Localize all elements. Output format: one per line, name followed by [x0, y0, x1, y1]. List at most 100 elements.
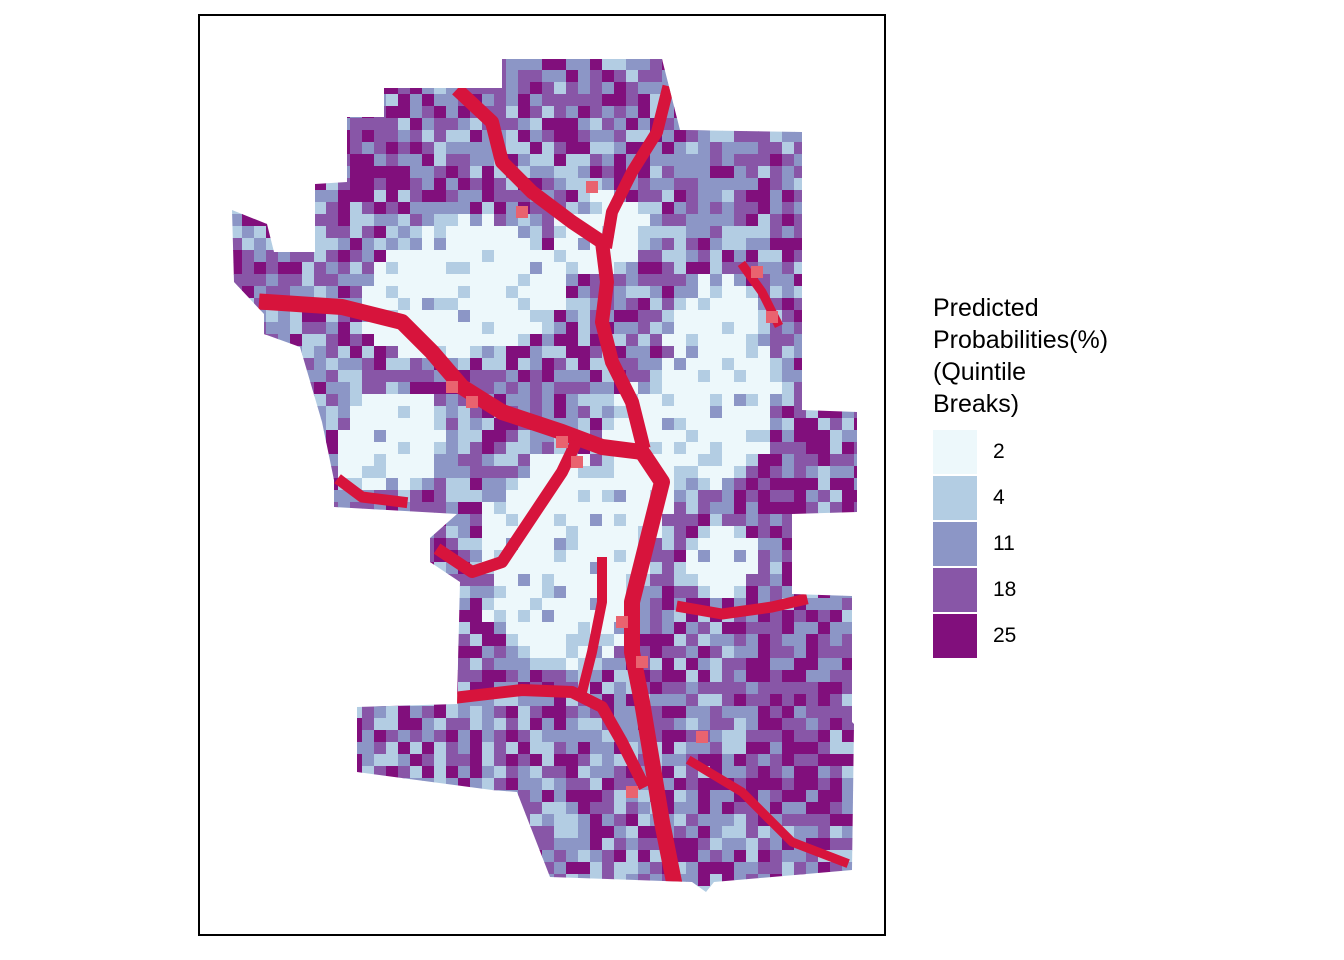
raster-cell [386, 886, 399, 892]
raster-cell [242, 502, 255, 515]
raster-cell [518, 262, 531, 275]
raster-cell [542, 718, 555, 731]
raster-cell [578, 106, 591, 119]
raster-cell [758, 118, 771, 131]
raster-cell [326, 814, 339, 827]
raster-cell [674, 886, 687, 892]
raster-cell [710, 742, 723, 755]
raster-cell [710, 694, 723, 707]
raster-cell [722, 394, 735, 407]
raster-cell [842, 598, 855, 611]
raster-cell [470, 298, 483, 311]
raster-cell [482, 238, 495, 251]
raster-cell [290, 130, 303, 143]
raster-cell [530, 286, 543, 299]
raster-cell [374, 370, 387, 383]
raster-cell [842, 106, 855, 119]
raster-cell [698, 550, 711, 563]
raster-cell [338, 334, 351, 347]
raster-cell [266, 862, 279, 875]
raster-cell [314, 646, 327, 659]
raster-cell [254, 418, 267, 431]
raster-cell [722, 322, 735, 335]
raster-cell [374, 586, 387, 599]
raster-cell [782, 154, 795, 167]
raster-cell [422, 682, 435, 695]
raster-cell [386, 826, 399, 839]
raster-cell [614, 694, 627, 707]
raster-cell [232, 94, 243, 107]
raster-cell [470, 442, 483, 455]
raster-cell [374, 670, 387, 683]
raster-cell [794, 574, 807, 587]
raster-cell [482, 478, 495, 491]
raster-cell [542, 646, 555, 659]
raster-cell [602, 634, 615, 647]
raster-cell [674, 814, 687, 827]
raster-cell [506, 142, 519, 155]
raster-cell [470, 850, 483, 863]
raster-cell [590, 190, 603, 203]
raster-cell [434, 59, 447, 71]
raster-cell [758, 502, 771, 515]
raster-cell [518, 814, 531, 827]
raster-cell [674, 370, 687, 383]
raster-cell [674, 502, 687, 515]
raster-cell [242, 538, 255, 551]
raster-cell [314, 862, 327, 875]
raster-cell [374, 82, 387, 95]
raster-cell [470, 838, 483, 851]
raster-cell [818, 538, 831, 551]
raster-cell [350, 286, 363, 299]
raster-cell [722, 226, 735, 239]
raster-cell [302, 130, 315, 143]
raster-cell [698, 466, 711, 479]
raster-cell [410, 406, 423, 419]
raster-cell [554, 742, 567, 755]
raster-cell [614, 298, 627, 311]
raster-cell [650, 622, 663, 635]
raster-cell [434, 598, 447, 611]
raster-cell [494, 634, 507, 647]
raster-cell [350, 238, 363, 251]
raster-cell [566, 502, 579, 515]
raster-cell [398, 850, 411, 863]
raster-cell [232, 250, 243, 263]
raster-cell [542, 94, 555, 107]
raster-cell [470, 766, 483, 779]
raster-cell [232, 718, 243, 731]
raster-cell [446, 334, 459, 347]
raster-cell [494, 754, 507, 767]
raster-cell [662, 370, 675, 383]
raster-cell [458, 862, 471, 875]
raster-cell [626, 526, 639, 539]
raster-cell [232, 802, 243, 815]
raster-cell [626, 718, 639, 731]
raster-cell [254, 550, 267, 563]
raster-cell [518, 322, 531, 335]
raster-cell [470, 778, 483, 791]
raster-cell [386, 454, 399, 467]
raster-cell [374, 106, 387, 119]
raster-cell [578, 874, 591, 887]
raster-cell [638, 634, 651, 647]
raster-cell [434, 514, 447, 527]
raster-cell [398, 886, 411, 892]
raster-cell [518, 94, 531, 107]
stream-overlay-patch [766, 311, 778, 323]
raster-cell [302, 394, 315, 407]
raster-cell [434, 766, 447, 779]
raster-cell [710, 286, 723, 299]
raster-cell [242, 886, 255, 892]
raster-cell [554, 166, 567, 179]
raster-cell [374, 718, 387, 731]
raster-cell [530, 442, 543, 455]
raster-cell [362, 478, 375, 491]
raster-cell [566, 634, 579, 647]
raster-cell [506, 202, 519, 215]
raster-cell [494, 730, 507, 743]
raster-cell [566, 838, 579, 851]
raster-cell [458, 670, 471, 683]
raster-cell [686, 370, 699, 383]
raster-cell [614, 154, 627, 167]
